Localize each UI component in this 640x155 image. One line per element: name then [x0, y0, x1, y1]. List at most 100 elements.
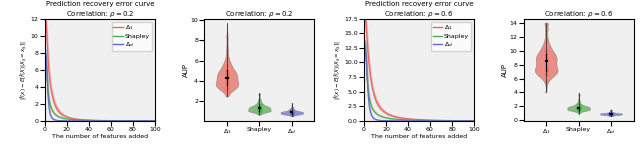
Point: [542, 73, 552, 76]
Point: [253, 111, 264, 113]
Point: [572, 108, 582, 111]
Point: [606, 113, 616, 116]
Point: [574, 106, 584, 109]
Point: [542, 30, 552, 33]
Point: [606, 113, 616, 115]
Point: [541, 51, 551, 54]
Point: [606, 113, 616, 115]
Point: [575, 104, 585, 107]
Point: [573, 108, 583, 110]
Point: [605, 113, 616, 115]
Point: [285, 112, 296, 114]
Point: [255, 108, 266, 111]
Point: [606, 112, 616, 114]
Point: [222, 87, 232, 89]
Point: [574, 106, 584, 109]
Point: [573, 108, 583, 110]
Point: [287, 113, 297, 115]
Point: [606, 112, 616, 114]
Point: [255, 109, 265, 112]
Point: [573, 107, 583, 110]
Point: [572, 105, 582, 107]
Point: [543, 27, 553, 30]
Point: [288, 113, 298, 115]
Point: [572, 110, 582, 113]
Point: [288, 113, 298, 115]
Point: [253, 112, 264, 115]
Point: [542, 69, 552, 72]
Point: [541, 54, 551, 56]
Point: [607, 114, 617, 116]
Point: [574, 107, 584, 110]
Point: [222, 84, 232, 87]
Point: [253, 111, 264, 113]
Point: [604, 112, 614, 115]
Point: [255, 109, 266, 112]
Point: [540, 91, 550, 93]
Point: [253, 108, 263, 111]
Point: [221, 35, 231, 37]
Point: [288, 111, 298, 113]
Point: [607, 111, 618, 113]
Point: [573, 105, 583, 108]
Point: [288, 111, 298, 114]
Point: [223, 69, 234, 71]
Point: [541, 70, 552, 72]
Point: [254, 104, 264, 107]
Point: [253, 106, 264, 108]
Point: [541, 55, 551, 57]
Point: [574, 112, 584, 114]
Point: [575, 107, 585, 110]
Point: [255, 106, 265, 108]
Point: [253, 107, 264, 110]
Point: [540, 50, 550, 52]
Point: [223, 86, 233, 88]
Point: [254, 105, 264, 107]
Point: [574, 100, 584, 103]
Point: [254, 107, 264, 110]
Point: [223, 74, 233, 76]
Point: [606, 108, 616, 111]
Point: [605, 113, 615, 116]
Point: [574, 108, 584, 110]
Point: [573, 111, 584, 113]
Point: [542, 57, 552, 60]
Point: [223, 89, 234, 92]
Title: Prediction recovery error curve
Correlation: $\rho = 0.2$: Prediction recovery error curve Correlat…: [45, 1, 154, 19]
Y-axis label: AUP: AUP: [183, 63, 189, 77]
Point: [605, 113, 615, 116]
Point: [255, 110, 265, 113]
Point: [540, 51, 550, 54]
Point: [285, 109, 296, 112]
Point: [285, 108, 296, 111]
Point: [287, 112, 298, 115]
Point: [604, 114, 614, 116]
Y-axis label: $|\hat{f}(x) - E[\hat{f}(X) | X_S = x_S]|$: $|\hat{f}(x) - E[\hat{f}(X) | X_S = x_S]…: [332, 40, 342, 100]
Point: [286, 112, 296, 114]
Point: [575, 107, 585, 109]
Point: [287, 112, 298, 115]
Point: [254, 98, 264, 101]
Point: [221, 87, 232, 90]
Point: [221, 65, 232, 68]
Point: [604, 113, 614, 116]
Point: [254, 103, 264, 105]
Point: [253, 103, 264, 105]
Point: [223, 61, 233, 63]
Point: [541, 79, 551, 82]
Point: [222, 80, 232, 82]
Point: [223, 87, 234, 89]
Point: [288, 106, 298, 109]
Point: [605, 112, 616, 114]
Point: [223, 79, 234, 82]
Point: [540, 22, 550, 24]
Point: [287, 110, 298, 112]
Point: [286, 112, 296, 114]
Point: [605, 112, 616, 115]
Point: [607, 113, 617, 115]
Point: [542, 58, 552, 60]
Point: [573, 106, 583, 108]
Point: [223, 76, 234, 79]
Point: [542, 62, 552, 65]
Point: [541, 24, 552, 27]
